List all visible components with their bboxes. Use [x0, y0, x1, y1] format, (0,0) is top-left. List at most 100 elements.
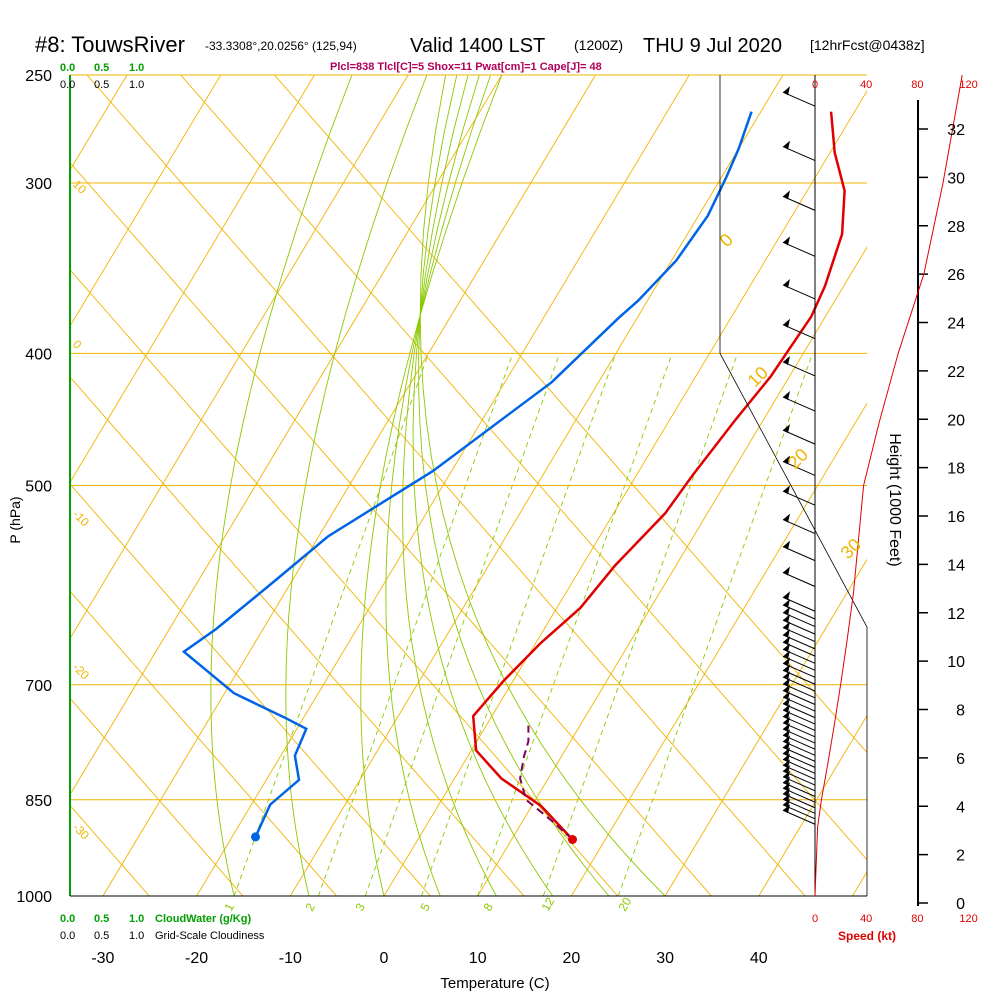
- wind-barb-flag: [783, 650, 790, 660]
- wind-barb: [782, 604, 816, 620]
- wind-barb: [782, 461, 816, 476]
- isotherm-label: -20: [70, 660, 92, 682]
- wind-barb-flag: [783, 787, 790, 797]
- moist-adiabat-line: [210, 75, 353, 896]
- temperature-tick-label: 40: [750, 950, 768, 967]
- wind-barb-flag: [783, 86, 790, 96]
- wind-speed-tick-top: 80: [911, 79, 923, 91]
- height-tick-label: 8: [956, 703, 965, 720]
- wind-barb-flag: [783, 735, 790, 745]
- wind-barb-flag: [783, 671, 790, 681]
- wind-barb-flag: [783, 190, 790, 200]
- wind-barb: [782, 490, 816, 506]
- wind-barb-flag: [783, 704, 790, 714]
- wind-speed-tick-bottom: 0: [812, 913, 818, 925]
- wind-barb-flag: [783, 643, 790, 653]
- pressure-tick-label: 250: [25, 68, 52, 85]
- wind-speed-curve: [814, 74, 963, 897]
- wind-barb: [782, 324, 816, 340]
- adiabat-label: 30: [837, 535, 865, 563]
- surface-temperature-dot: [568, 834, 578, 844]
- wind-barb: [782, 809, 816, 825]
- wind-speed-tick-top: 40: [860, 79, 872, 91]
- mixing-ratio-line: [317, 353, 514, 896]
- forecast-cycle: [12hrFcst@0438z]: [810, 37, 925, 53]
- wind-barb-flag: [783, 591, 790, 601]
- height-tick-label: 0: [956, 896, 965, 913]
- wind-barb-flag: [783, 793, 790, 803]
- wind-barb-flag: [783, 776, 790, 786]
- mixing-ratio-label: 5: [417, 900, 433, 913]
- wind-barb-flag: [783, 782, 790, 792]
- cloudwater-tick-bottom-1: 0.5: [94, 913, 109, 925]
- dry-adiabat-line: [70, 590, 337, 896]
- wind-barb-flag: [783, 770, 790, 780]
- forecast-date: THU 9 Jul 2020: [643, 35, 782, 57]
- wind-barb-flag: [783, 747, 790, 757]
- mixing-ratio-label: 2: [302, 900, 318, 913]
- cloudwater-label: CloudWater (g/Kg): [155, 913, 251, 925]
- moist-adiabat-line: [419, 75, 666, 896]
- wind-barb: [782, 634, 816, 650]
- utc-time: (1200Z): [574, 37, 623, 53]
- wind-barb-flag: [783, 614, 790, 624]
- cloudwater-tick-top-2: 1.0: [129, 62, 144, 74]
- wind-barb: [782, 641, 816, 657]
- height-tick-label: 32: [947, 122, 965, 139]
- wind-barb-flag: [783, 765, 790, 775]
- wind-barb-flag: [783, 697, 790, 707]
- wind-barb: [782, 546, 816, 562]
- wind-barb-flag: [783, 798, 790, 808]
- isotherm-line: [70, 75, 222, 328]
- height-tick-label: 30: [947, 170, 965, 187]
- wind-barb-flag: [783, 455, 790, 465]
- wind-barb: [782, 662, 816, 678]
- indices-line: Plcl=838 Tlcl[C]=5 Shox=11 Pwat[cm]=1 Ca…: [330, 61, 602, 73]
- wind-barb: [782, 361, 816, 377]
- wind-barb: [782, 519, 816, 535]
- wind-barb-flag: [783, 566, 790, 576]
- temperature-line: [471, 111, 846, 841]
- wind-speed-tick-bottom: 40: [860, 913, 872, 925]
- mixing-ratio-line: [233, 353, 429, 896]
- temperature-tick-label: -30: [91, 950, 114, 967]
- height-tick-label: 14: [947, 557, 965, 574]
- wind-barb-flag: [783, 729, 790, 739]
- wind-barb-flag: [783, 318, 790, 328]
- dewpoint-line: [181, 111, 753, 838]
- mixing-ratio-label: 1: [221, 900, 237, 913]
- height-tick-label: 12: [947, 606, 965, 623]
- wind-barb-flag: [783, 716, 790, 726]
- wind-barb-flag: [783, 723, 790, 733]
- height-tick-label: 22: [947, 364, 965, 381]
- height-tick-label: 16: [947, 509, 965, 526]
- temperature-tick-label: 30: [656, 950, 674, 967]
- wind-speed-tick-top: 120: [959, 79, 977, 91]
- adiabat-label: 20: [784, 445, 812, 473]
- mixing-ratio-line: [421, 353, 617, 896]
- wind-barb: [782, 648, 816, 664]
- cloudiness-tick-top-1: 0.5: [94, 79, 109, 91]
- cloudiness-tick-top-2: 1.0: [129, 79, 144, 91]
- wind-barb: [782, 396, 816, 412]
- wind-barb-flag: [783, 677, 790, 687]
- station-coords: -33.3308°,20.0256° (125,94): [205, 39, 357, 53]
- wind-speed-tick-bottom: 80: [911, 913, 923, 925]
- cloudiness-tick-top-0: 0.0: [60, 79, 75, 91]
- pressure-tick-label: 400: [25, 346, 52, 363]
- temperature-tick-label: -10: [279, 950, 302, 967]
- mixing-ratio-label: 12: [538, 895, 557, 914]
- height-tick-label: 20: [947, 412, 965, 429]
- temperature-tick-label: -20: [185, 950, 208, 967]
- height-tick-label: 10: [947, 654, 965, 671]
- isotherm-label: -30: [70, 820, 92, 842]
- wind-barb-flag: [783, 485, 790, 495]
- height-tick-label: 28: [947, 219, 965, 236]
- isotherm-line: [664, 558, 867, 896]
- pressure-tick-label: 700: [25, 678, 52, 695]
- wind-speed-tick-bottom: 120: [959, 913, 977, 925]
- mixing-ratio-line: [364, 353, 561, 896]
- wind-speed-label: Speed (kt): [838, 929, 896, 943]
- parcel-line: [519, 725, 574, 841]
